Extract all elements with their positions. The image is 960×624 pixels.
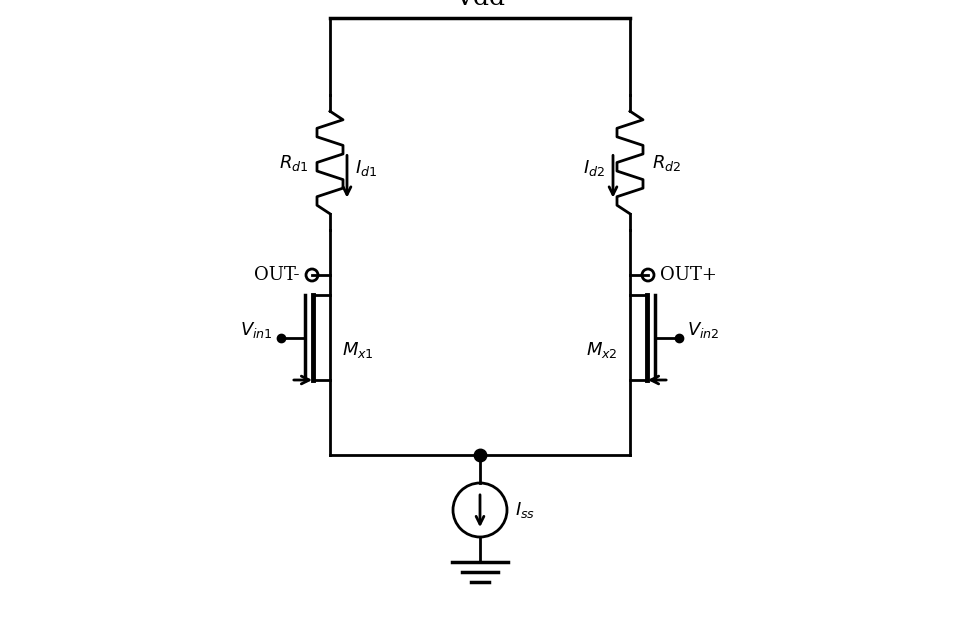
Text: OUT-: OUT- bbox=[254, 266, 300, 284]
Text: $M_{x1}$: $M_{x1}$ bbox=[342, 339, 373, 359]
Text: Vdd: Vdd bbox=[455, 0, 505, 10]
Text: $I_{d1}$: $I_{d1}$ bbox=[355, 157, 377, 177]
Text: OUT+: OUT+ bbox=[660, 266, 717, 284]
Text: $M_{x2}$: $M_{x2}$ bbox=[587, 339, 618, 359]
Text: $I_{ss}$: $I_{ss}$ bbox=[515, 500, 535, 520]
Text: $V_{in1}$: $V_{in1}$ bbox=[240, 319, 273, 339]
Text: $V_{in2}$: $V_{in2}$ bbox=[687, 319, 720, 339]
Text: $I_{d2}$: $I_{d2}$ bbox=[583, 157, 605, 177]
Text: $R_{d1}$: $R_{d1}$ bbox=[278, 152, 308, 172]
Text: $R_{d2}$: $R_{d2}$ bbox=[652, 152, 682, 172]
